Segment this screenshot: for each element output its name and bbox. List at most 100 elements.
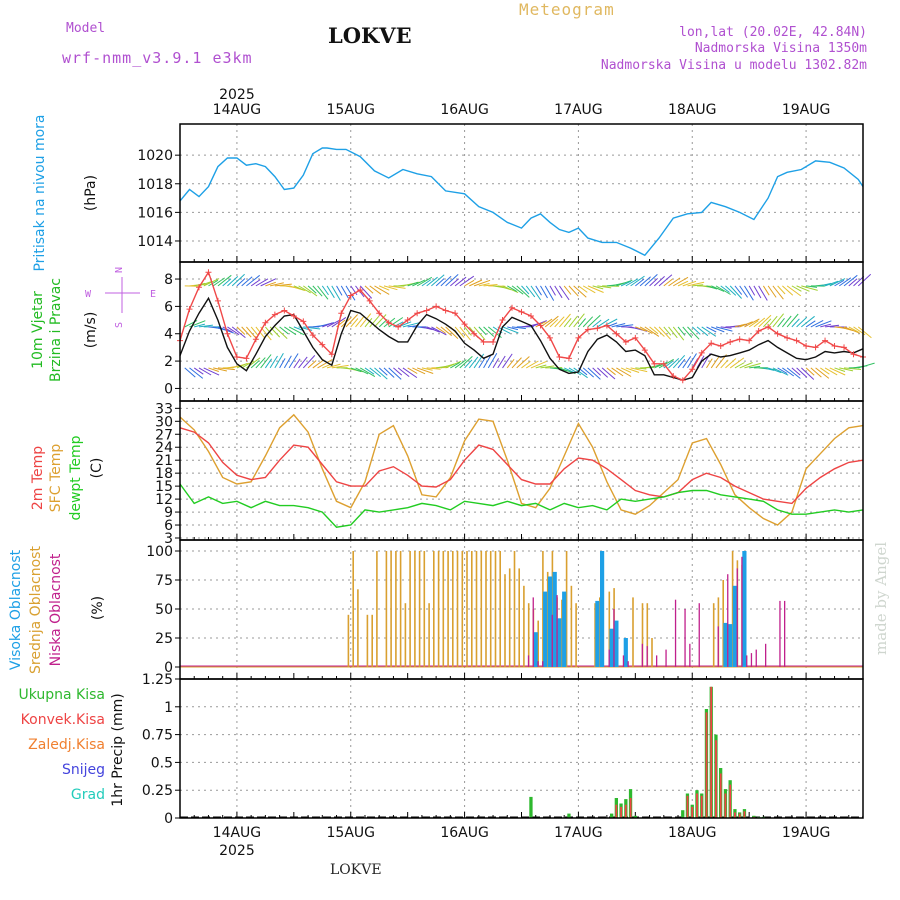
cloud-bar-2-23 [750, 653, 753, 667]
wind-barb-1-105 [677, 326, 686, 336]
wind-barb-1-15 [250, 326, 259, 336]
wind-barb-2-23 [288, 353, 299, 369]
wind-barb-2-86 [587, 367, 601, 380]
wind-barb-0-71 [516, 285, 530, 298]
wind-barb-0-115 [725, 285, 737, 296]
dew-axis-title: dewpt Temp [68, 435, 84, 520]
wind-barb-0-139 [838, 277, 852, 287]
precip-bar-1-7 [700, 795, 703, 818]
cloud-bar-0-21 [456, 551, 459, 667]
precip-legend-4: Grad [71, 787, 105, 803]
cloud-bar-0-30 [499, 551, 501, 667]
ytick-label-temperature-7: 24 [155, 440, 173, 456]
wind-gust-marker-46 [613, 330, 620, 337]
precip-bar-1-0 [615, 804, 618, 818]
wind-gust-marker-61 [755, 328, 762, 334]
wind-barb-2-73 [525, 360, 539, 369]
precip-bar-1-4 [686, 795, 689, 818]
precip-bar-0-1 [567, 813, 571, 818]
precip-bar-1-15 [738, 813, 741, 818]
wind-barb-0-26 [303, 285, 318, 297]
wind-gust-marker-60 [746, 337, 753, 344]
wind-barb-0-100 [653, 276, 665, 287]
wind-gust-marker-52 [670, 373, 677, 380]
wind-gust-marker-35 [509, 304, 516, 311]
wind-barb-1-39 [364, 317, 373, 328]
wind-barb-2-63 [478, 358, 486, 369]
cloud-bar-0-55 [712, 603, 715, 667]
wind-barb-1-81 [563, 317, 572, 328]
wind-unit-label: (m/s) [83, 312, 99, 349]
cloud-bar-2-16 [689, 643, 691, 667]
temp-unit-label: (C) [89, 458, 105, 479]
cloud-bar-2-1 [532, 597, 534, 667]
cloud-bar-2-5 [556, 595, 558, 667]
wind-gust-marker-17 [338, 310, 345, 317]
ytick-label-pressure-3: 1020 [137, 148, 173, 164]
precip-bar-1-16 [743, 811, 746, 818]
wind-gust-marker-45 [603, 322, 610, 329]
wind-barb-2-71 [516, 356, 530, 369]
watermark: made by Angel [872, 541, 890, 655]
wind-barb-2-39 [364, 367, 375, 375]
wind-gust-marker-28 [442, 307, 449, 314]
wind-barb-1-10 [227, 326, 240, 336]
wind-gust-marker-4 [214, 297, 221, 304]
wind-barb-2-103 [668, 358, 680, 369]
wind-barb-2-128 [786, 367, 801, 379]
ytick-label-wind-3: 6 [164, 299, 173, 315]
wind-barb-0-140 [843, 274, 858, 287]
wind-barb-1-37 [355, 315, 365, 328]
wind-barb-2-59 [459, 356, 473, 369]
cloud-unit-label: (%) [90, 596, 106, 620]
wind-barb-0-44 [388, 285, 406, 289]
ytick-label-wind-4: 8 [164, 272, 173, 288]
wind-barb-0-78 [549, 285, 556, 296]
cloud-bar-0-25 [475, 551, 478, 667]
cloud-bar-0-11 [409, 551, 411, 667]
wind-barb-1-64 [483, 326, 495, 337]
wind-barb-1-133 [810, 319, 824, 328]
cloud-bar-2-8 [622, 655, 625, 667]
wind-barb-0-141 [848, 278, 858, 287]
wind-gust-marker-44 [594, 325, 601, 332]
wind-gust-marker-24 [404, 317, 411, 324]
wind-barb-2-65 [487, 352, 498, 369]
wind-barb-2-41 [374, 367, 388, 380]
wind-barb-0-14 [246, 274, 261, 287]
wind-barb-0-126 [777, 285, 786, 295]
wind-barb-2-58 [454, 359, 467, 369]
wind-gust-marker-39 [546, 334, 553, 341]
wind-barb-2-26 [302, 355, 316, 369]
wind-barb-2-115 [725, 358, 737, 369]
wind-barb-0-73 [525, 285, 536, 298]
wind-gust-marker-19 [357, 286, 364, 293]
wind-barb-2-106 [682, 356, 692, 369]
altitude-label: Nadmorska Visina 1350m [694, 41, 867, 56]
wind-barb-1-127 [781, 315, 792, 328]
cloud-bar-0-54 [651, 638, 653, 667]
wind-barb-2-52 [426, 367, 441, 370]
top-day-label-4: 18AUG [668, 102, 717, 118]
wind-barb-0-131 [801, 285, 818, 291]
ytick-label-clouds-1: 25 [155, 631, 173, 647]
cloud-bar-2-17 [698, 603, 700, 667]
wind-barb-0-124 [767, 285, 777, 298]
low-cloud-axis-title: Niska Oblacnost [48, 553, 64, 666]
wind-gust-marker-31 [471, 330, 478, 337]
wind-barb-0-15 [250, 279, 261, 287]
wind-barb-2-20 [274, 352, 284, 369]
wind-barb-2-18 [264, 358, 273, 369]
cloud-bar-0-1 [352, 551, 354, 667]
wind-barb-0-68 [502, 285, 519, 294]
wind-barb-2-47 [402, 367, 418, 379]
ytick-label-wind-1: 2 [164, 354, 173, 370]
wind-gust-marker-12 [290, 312, 297, 319]
wind-barb-1-123 [763, 318, 772, 328]
compass-cross-icon [105, 277, 140, 313]
wind-barb-1-86 [587, 314, 601, 328]
wind-barb-2-81 [563, 367, 575, 374]
wind-barb-2-69 [506, 358, 515, 369]
wind-barb-2-143 [858, 362, 875, 369]
